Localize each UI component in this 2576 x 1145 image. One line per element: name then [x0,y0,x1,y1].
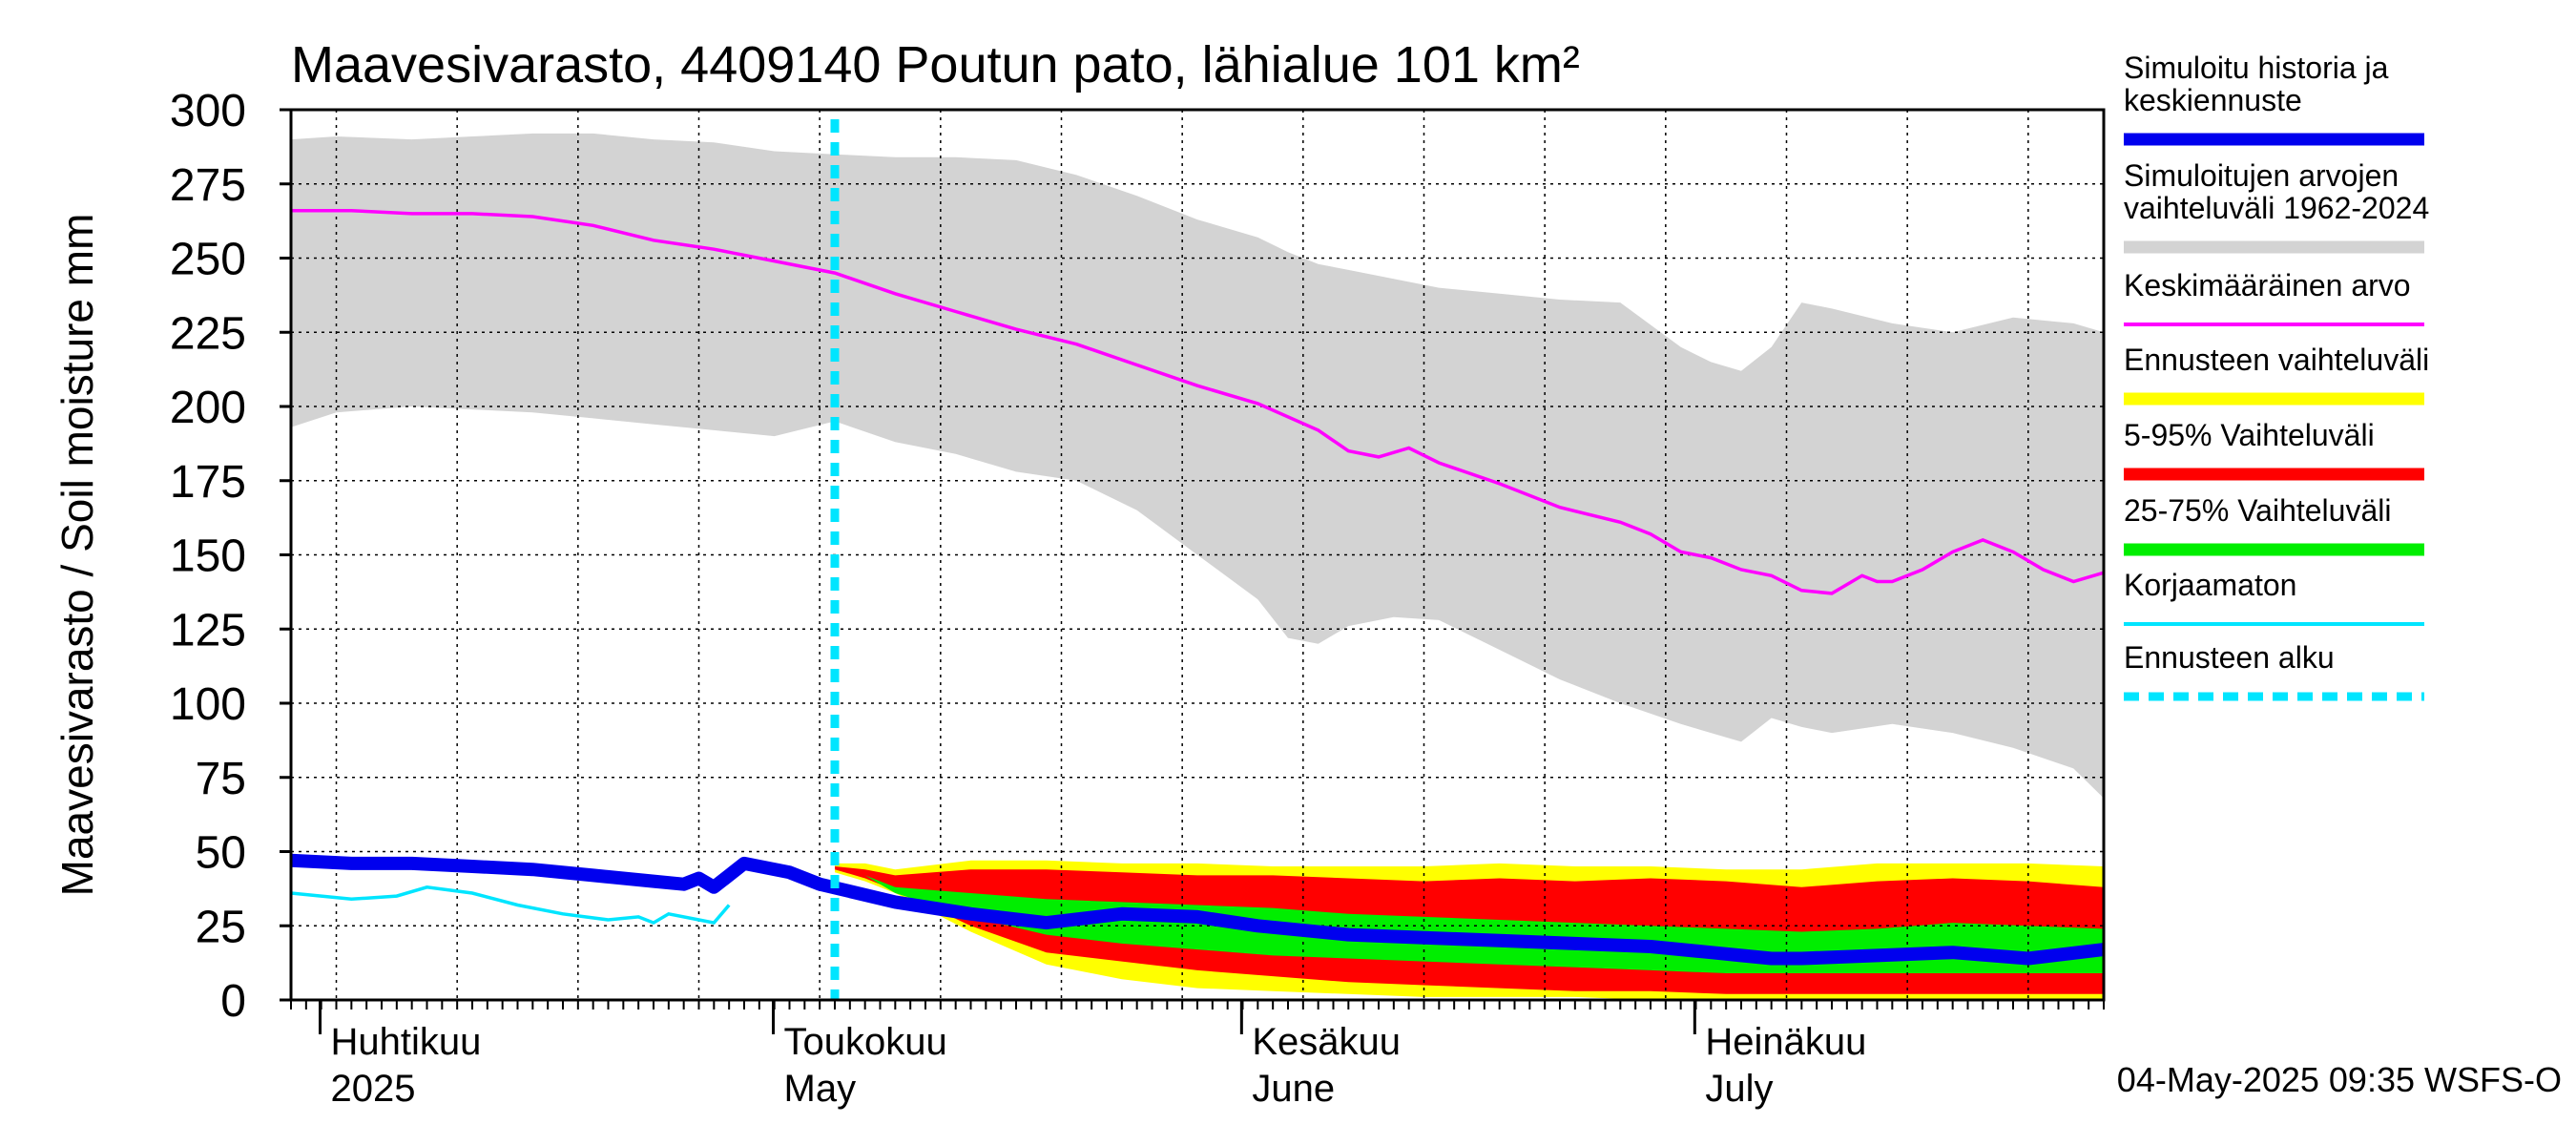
y-tick-label: 75 [196,754,246,804]
chart-title: Maavesivarasto, 4409140 Poutun pato, läh… [291,36,1580,94]
legend-item: Ennusteen alku [2124,640,2424,701]
legend-label: Ennusteen alku [2124,640,2335,675]
legend-label: 5-95% Vaihteluväli [2124,418,2375,452]
y-tick-label: 225 [170,308,246,359]
legend-label: Simuloitu historia ja keskiennuste [2124,51,2389,117]
legend-label: Keskimääräinen arvo [2124,268,2411,302]
legend-label-line: vaihteluväli 1962-2024 [2124,191,2429,225]
legend-item: Simuloitujen arvojen vaihteluväli 1962-20… [2124,158,2429,254]
month-label-fi: Toukokuu [784,1021,947,1063]
timestamp-footer: 04-May-2025 09:35 WSFS-O [2117,1060,2562,1099]
legend-item: 25-75% Vaihteluväli [2124,493,2424,556]
legend-label: Ennusteen vaihteluväli [2124,343,2429,377]
y-tick-label: 0 [220,976,246,1027]
legend: Simuloitu historia ja keskiennusteSimuloi… [2124,51,2429,701]
legend-label-line: Ennusteen alku [2124,640,2335,675]
y-tick-label: 275 [170,160,246,211]
legend-label: Korjaamaton [2124,568,2296,602]
axes: 0 25 50 75 100 125 150 175 200 225 250 275 300 Maaves… [52,86,2106,1110]
month-label-fi: Huhtikuu [331,1021,482,1063]
month-label-en: June [1252,1068,1335,1110]
legend-label: 25-75% Vaihteluväli [2124,493,2391,528]
month-label-fi: Heinäkuu [1705,1021,1866,1063]
y-tick-label: 300 [170,86,246,136]
legend-item: Korjaamaton [2124,568,2424,626]
legend-item: 5-95% Vaihteluväli [2124,418,2424,481]
historical-range-band [291,133,2104,799]
legend-label: Simuloitujen arvojen vaihteluväli 1962-20… [2124,158,2429,225]
y-tick-label: 150 [170,531,246,582]
legend-item: Ennusteen vaihteluväli [2124,343,2429,406]
legend-label-line: Simuloitujen arvojen [2124,158,2399,193]
month-label-en: May [784,1068,857,1110]
legend-label-line: Korjaamaton [2124,568,2296,602]
month-label-fi: Kesäkuu [1252,1021,1401,1063]
mean-line [291,208,2105,595]
simulated-history-line [290,853,2105,966]
legend-label-line: Simuloitu historia ja [2124,51,2389,85]
y-tick-label: 100 [170,679,246,730]
y-axis-label: Maavesivarasto / Soil moisture mm [52,214,102,897]
month-label-en: 2025 [331,1068,416,1110]
month-label-en: July [1705,1068,1773,1110]
y-tick-label: 175 [170,457,246,508]
uncorrected-line [290,885,731,926]
y-tick-label: 125 [170,605,246,656]
band-25-75 [835,869,2104,973]
y-tick-label: 250 [170,235,246,285]
legend-label-line: keskiennuste [2124,83,2302,117]
y-tick-label: 25 [196,902,246,952]
y-tick-label: 50 [196,828,246,879]
legend-item: Simuloitu historia ja keskiennuste [2124,51,2424,146]
y-tick-label: 200 [170,383,246,433]
legend-label-line: Ennusteen vaihteluväli [2124,343,2429,377]
plot-area [290,110,2105,1000]
legend-label-line: 25-75% Vaihteluväli [2124,493,2391,528]
legend-label-line: Keskimääräinen arvo [2124,268,2411,302]
legend-label-line: 5-95% Vaihteluväli [2124,418,2375,452]
legend-item: Keskimääräinen arvo [2124,268,2424,326]
